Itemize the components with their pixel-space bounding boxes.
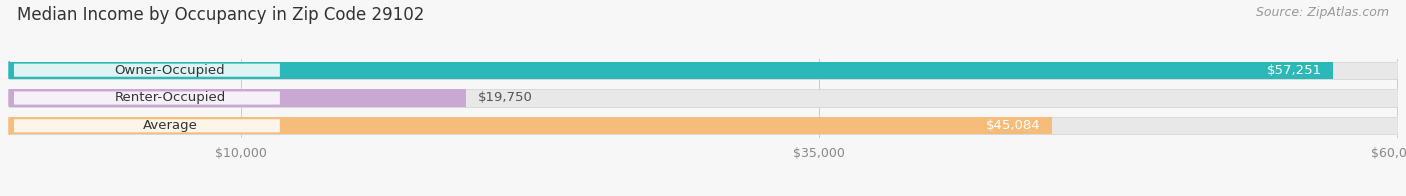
FancyBboxPatch shape — [14, 119, 280, 132]
Bar — [10, 89, 1396, 107]
Text: Median Income by Occupancy in Zip Code 29102: Median Income by Occupancy in Zip Code 2… — [17, 6, 425, 24]
Bar — [10, 62, 1396, 79]
Text: $45,084: $45,084 — [986, 119, 1040, 132]
Text: Source: ZipAtlas.com: Source: ZipAtlas.com — [1256, 6, 1389, 19]
Text: Average: Average — [142, 119, 197, 132]
Text: $57,251: $57,251 — [1267, 64, 1322, 77]
FancyBboxPatch shape — [14, 92, 280, 104]
Bar — [10, 89, 465, 107]
Text: Owner-Occupied: Owner-Occupied — [115, 64, 225, 77]
Text: $19,750: $19,750 — [478, 92, 533, 104]
Bar — [10, 117, 1052, 134]
FancyBboxPatch shape — [14, 64, 280, 77]
Bar — [10, 62, 1333, 79]
Text: Renter-Occupied: Renter-Occupied — [114, 92, 226, 104]
Bar — [10, 117, 1396, 134]
